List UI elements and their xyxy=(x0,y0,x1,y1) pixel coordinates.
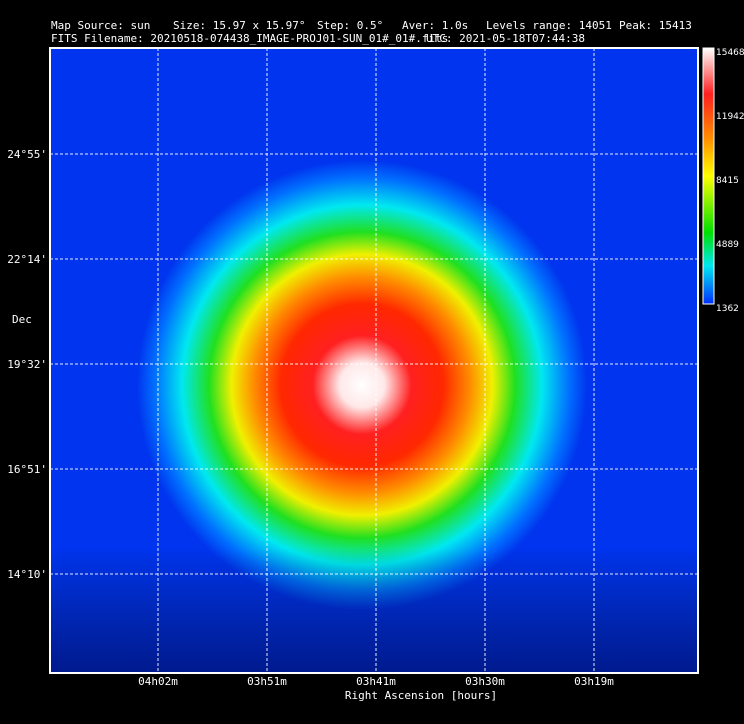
header-text: Peak: 15413 xyxy=(619,19,692,32)
colorbar-label: 4889 xyxy=(716,240,739,250)
header-text: FITS Filename: 20210518-074438_IMAGE-PRO… xyxy=(51,32,448,45)
x-tick-label: 03h51m xyxy=(247,675,287,688)
header-text: Map Source: sun xyxy=(51,19,150,32)
y-axis-title: Dec xyxy=(12,313,32,326)
x-axis-title: Right Ascension [hours] xyxy=(345,689,497,702)
map-shade xyxy=(50,48,698,673)
header-text: Aver: 1.0s xyxy=(402,19,468,32)
x-tick-label: 03h30m xyxy=(465,675,505,688)
y-tick-label: 22°14' xyxy=(7,253,47,266)
header-text: Size: 15.97 x 15.97° xyxy=(173,19,305,32)
header-text: UTC: 2021-05-18T07:44:38 xyxy=(426,32,585,45)
colorbar xyxy=(702,47,715,305)
colorbar-label: 1362 xyxy=(716,304,739,314)
y-tick-label: 14°10' xyxy=(7,568,47,581)
x-tick-label: 03h41m xyxy=(356,675,396,688)
map-frame xyxy=(49,47,699,674)
header-text: Levels range: 14051 xyxy=(486,19,612,32)
colorbar-label: 8415 xyxy=(716,176,739,186)
y-tick-label: 19°32' xyxy=(7,358,47,371)
x-tick-label: 04h02m xyxy=(138,675,178,688)
colorbar-label: 15468 xyxy=(716,48,744,58)
header-text: Step: 0.5° xyxy=(317,19,383,32)
x-tick-label: 03h19m xyxy=(574,675,614,688)
y-tick-label: 24°55' xyxy=(7,148,47,161)
y-tick-label: 16°51' xyxy=(7,463,47,476)
colorbar-label: 11942 xyxy=(716,112,744,122)
